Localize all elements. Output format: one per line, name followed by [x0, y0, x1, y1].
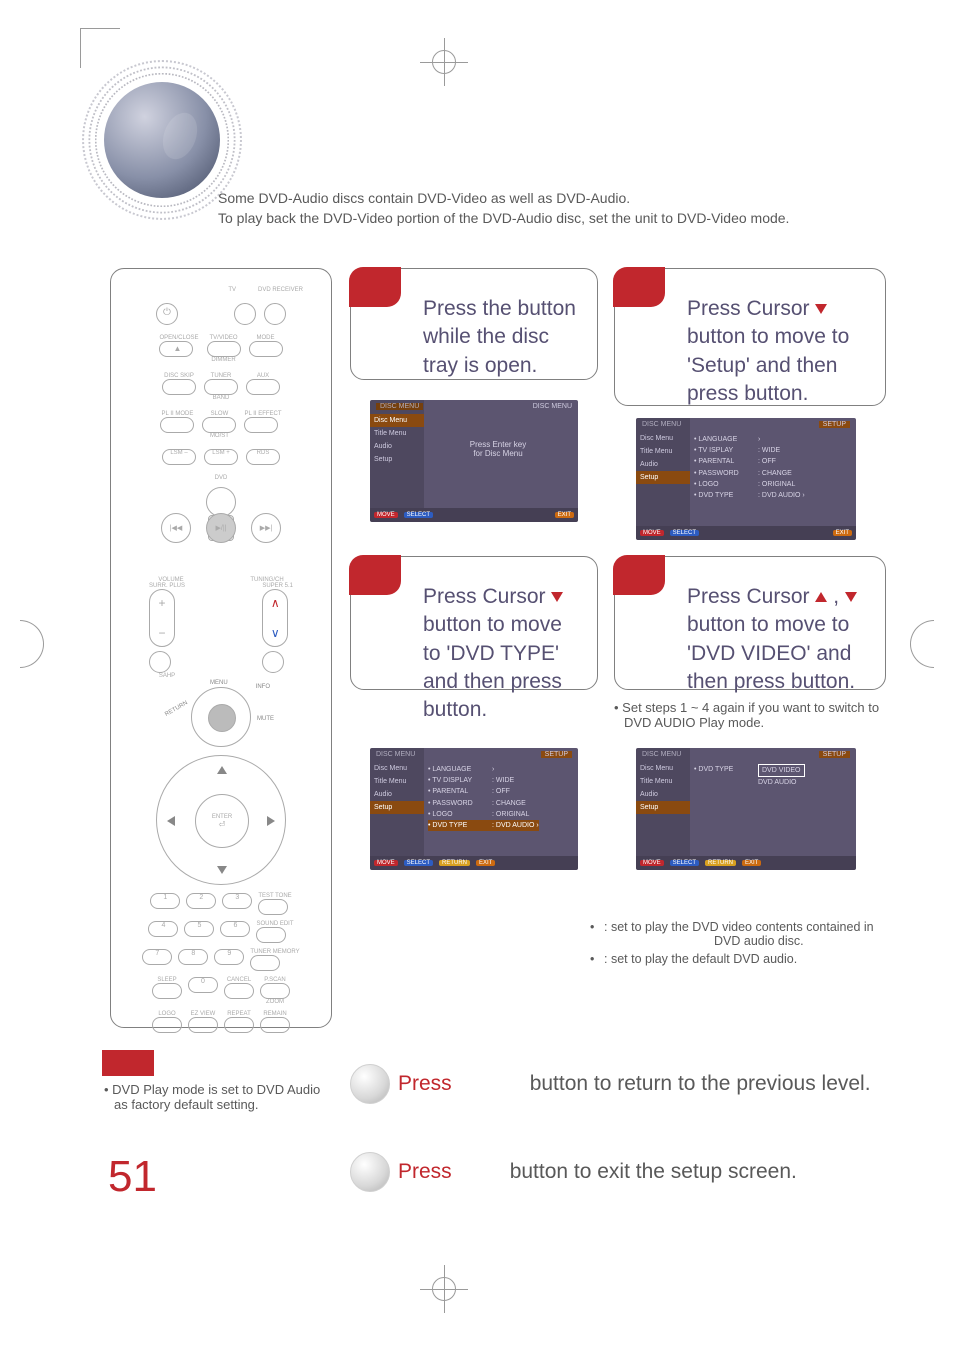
intro-line2: To play back the DVD-Video portion of th…	[218, 208, 789, 228]
key-9: 9	[214, 949, 244, 965]
remote-button: ▲	[159, 341, 193, 357]
note-block: • DVD Play mode is set to DVD Audio as f…	[102, 1050, 322, 1112]
remote-button	[152, 1017, 182, 1033]
remote-button	[260, 983, 290, 999]
remote-button	[260, 1017, 290, 1033]
osd-screenshot-4: DISC MENUSETUP Disc Menu Title Menu Audi…	[636, 748, 856, 870]
cursor-down-icon	[845, 592, 857, 602]
remote-button	[202, 417, 236, 433]
power-icon: ⏻	[156, 303, 178, 325]
step-1-box: Press the button while the disc tray is …	[350, 268, 598, 380]
remote-button	[204, 379, 238, 395]
intro-line1: Some DVD-Audio discs contain DVD-Video a…	[218, 188, 789, 208]
key-7: 7	[142, 949, 172, 965]
remote-button	[234, 303, 256, 325]
remote-button	[188, 1017, 218, 1033]
action-exit: Press button to exit the setup screen.	[350, 1152, 797, 1192]
press-label: Press	[398, 1072, 452, 1096]
action-text: button to exit the setup screen.	[510, 1160, 797, 1184]
step-2-text: Press Cursor button to move to 'Setup' a…	[687, 295, 865, 408]
exit-button-icon	[350, 1152, 390, 1192]
step-3-box: Press Cursor button to move to 'DVD TYPE…	[350, 556, 598, 690]
remote-button	[224, 1017, 254, 1033]
step-number-badge	[613, 555, 665, 595]
crop-circle-bottom	[432, 1277, 456, 1301]
note-tab	[102, 1050, 154, 1076]
page-number: 51	[108, 1152, 157, 1202]
remote-label: TV	[228, 287, 236, 293]
remote-button: LSM +	[204, 449, 238, 465]
key-4: 4	[148, 921, 178, 937]
step-2-box: Press Cursor button to move to 'Setup' a…	[614, 268, 886, 406]
return-button-icon	[350, 1064, 390, 1104]
remote-button	[160, 417, 194, 433]
osd-screenshot-2: DISC MENUSETUP Disc Menu Title Menu Audi…	[636, 418, 856, 540]
step-number-badge	[349, 555, 401, 595]
remote-label: DVD RECEIVER	[258, 287, 303, 293]
key-0: 0	[188, 977, 218, 993]
explain-list: •: set to play the DVD video contents co…	[590, 920, 890, 970]
action-return: Press button to return to the previous l…	[350, 1064, 871, 1104]
remote-button	[264, 303, 286, 325]
press-label: Press	[398, 1160, 452, 1184]
step-number-badge	[349, 267, 401, 307]
enter-button: ENTER ⏎	[195, 794, 249, 848]
step-1-text: Press the button while the disc tray is …	[423, 295, 577, 380]
remote-button	[250, 955, 280, 971]
crop-half-right	[910, 620, 934, 668]
crop-half-left	[20, 620, 44, 668]
remote-button	[207, 341, 241, 357]
remote-button	[256, 927, 286, 943]
remote-illustration: TV DVD RECEIVER ⏻ OPEN/CLOSE▲ TV/VIDEODI…	[110, 268, 332, 1028]
menu-ring: MENU RETURN INFO MUTE	[191, 687, 251, 747]
key-8: 8	[178, 949, 208, 965]
volume-control: +−	[149, 589, 175, 647]
cursor-down-icon	[815, 304, 827, 314]
crop-circle-top	[432, 50, 456, 74]
remote-button: RDS	[246, 449, 280, 465]
step-number-badge	[613, 267, 665, 307]
remote-button	[162, 379, 196, 395]
tuning-control: ∧∨	[262, 589, 288, 647]
remote-button	[258, 899, 288, 915]
remote-button: LSM –	[162, 449, 196, 465]
cursor-up-icon	[815, 592, 827, 602]
key-5: 5	[184, 921, 214, 937]
step-3-text: Press Cursor button to move to 'DVD TYPE…	[423, 583, 577, 725]
remote-button	[149, 651, 171, 673]
remote-button	[262, 651, 284, 673]
key-2: 2	[186, 893, 216, 909]
key-6: 6	[220, 921, 250, 937]
step-4-box: Press Cursor , button to move to 'DVD VI…	[614, 556, 886, 690]
remote-button	[152, 983, 182, 999]
remote-button	[246, 379, 280, 395]
remote-button	[224, 983, 254, 999]
step-4-text: Press Cursor , button to move to 'DVD VI…	[687, 583, 865, 696]
remote-button	[249, 341, 283, 357]
remote-button	[244, 417, 278, 433]
substep-note: • Set steps 1 ~ 4 again if you want to s…	[614, 700, 894, 730]
osd-screenshot-1: DISC MENUDISC MENU Disc Menu Title Menu …	[370, 400, 578, 522]
intro-text: Some DVD-Audio discs contain DVD-Video a…	[218, 188, 789, 229]
key-1: 1	[150, 893, 180, 909]
keypad: 1 2 3 TEST TONE 4 5 6 SOUND EDIT 7 8 9 T…	[125, 893, 317, 1033]
transport-controls: |◀◀ ▶▶| ▶/||	[161, 487, 281, 567]
dpad: ENTER ⏎	[156, 755, 286, 885]
key-3: 3	[222, 893, 252, 909]
action-text: button to return to the previous level.	[530, 1072, 871, 1096]
osd-screenshot-3: DISC MENUSETUP Disc Menu Title Menu Audi…	[370, 748, 578, 870]
cursor-down-icon	[551, 592, 563, 602]
